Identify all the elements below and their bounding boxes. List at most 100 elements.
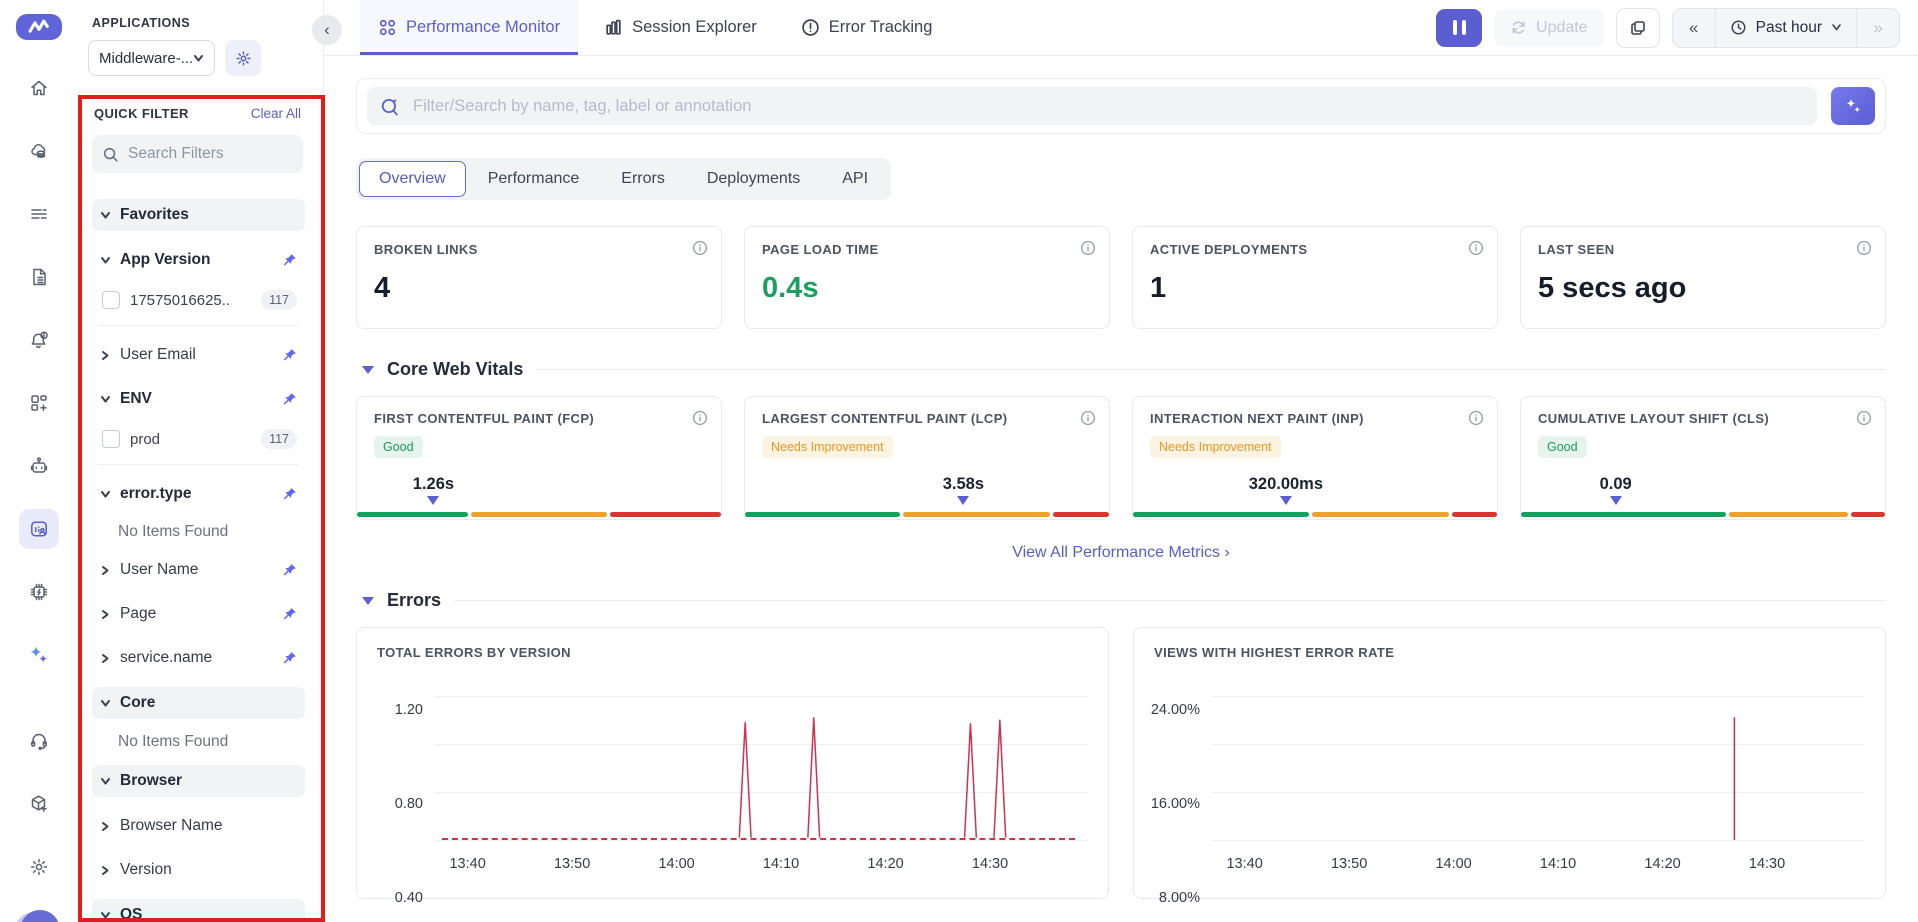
filter-section-version[interactable]: Version: [92, 855, 305, 885]
dashboards-icon[interactable]: [19, 383, 59, 423]
chart-plot[interactable]: [435, 682, 1088, 840]
alerts-icon[interactable]: [19, 320, 59, 360]
filter-section-page[interactable]: Page: [92, 599, 305, 629]
tab-label: Performance Monitor: [406, 18, 560, 37]
integrations-icon[interactable]: [19, 784, 59, 824]
filter-section-env[interactable]: ENV: [92, 384, 305, 414]
chart-views-with-highest-error-rate: VIEWS WITH HIGHEST ERROR RATE 24.00%16.0…: [1133, 627, 1886, 899]
checkbox[interactable]: [102, 291, 120, 309]
tab-performance-monitor[interactable]: Performance Monitor: [360, 0, 578, 55]
status-badge: Needs Improvement: [1150, 436, 1281, 458]
subtab-api[interactable]: API: [822, 161, 888, 197]
filter-section-error-type[interactable]: error.type: [92, 479, 305, 509]
chart-title: TOTAL ERRORS BY VERSION: [377, 645, 1088, 660]
sidebar-collapse-button[interactable]: ‹: [312, 15, 342, 45]
info-icon[interactable]: [1468, 410, 1484, 426]
pause-button[interactable]: [1436, 9, 1482, 47]
info-icon[interactable]: [1080, 410, 1096, 426]
update-button[interactable]: Update: [1494, 9, 1604, 47]
chart-line-svg: [1212, 682, 1865, 840]
subtab-overview[interactable]: Overview: [359, 161, 466, 197]
pin-icon[interactable]: [282, 487, 297, 502]
time-forward-button[interactable]: »: [1857, 9, 1899, 47]
checkbox[interactable]: [102, 430, 120, 448]
profile-avatar[interactable]: [18, 910, 60, 922]
bot-icon[interactable]: [19, 446, 59, 486]
filter-section-browser[interactable]: Browser: [92, 765, 305, 797]
rum-icon[interactable]: [19, 509, 59, 549]
info-icon[interactable]: [692, 240, 708, 256]
application-select[interactable]: Middleware-...: [88, 40, 215, 76]
y-axis: 1.200.800.400: [377, 682, 435, 878]
search-filters-input[interactable]: [128, 145, 268, 163]
processors-icon[interactable]: [19, 572, 59, 612]
filter-section-favorites[interactable]: Favorites: [92, 199, 305, 231]
ai-copilot-icon[interactable]: [19, 635, 59, 675]
info-icon[interactable]: [692, 410, 708, 426]
tab-error-tracking[interactable]: Error Tracking: [783, 0, 951, 55]
applications-label: APPLICATIONS: [92, 16, 307, 30]
collapse-triangle-icon[interactable]: [362, 366, 374, 374]
support-icon[interactable]: [19, 721, 59, 761]
x-tick-label: 14:20: [1644, 856, 1680, 872]
subtab-performance[interactable]: Performance: [468, 161, 600, 197]
subtab-deployments[interactable]: Deployments: [687, 161, 820, 197]
quick-filter-title: QUICK FILTER: [94, 106, 189, 121]
filter-search-input[interactable]: [413, 97, 1805, 116]
info-icon[interactable]: [1856, 240, 1872, 256]
info-icon[interactable]: [1468, 240, 1484, 256]
main-area: Performance Monitor Session Explorer Err…: [324, 0, 1918, 922]
vital-title: LARGEST CONTENTFUL PAINT (LCP): [745, 411, 1109, 426]
info-icon[interactable]: [1080, 240, 1096, 256]
pin-icon[interactable]: [282, 253, 297, 268]
infrastructure-icon[interactable]: [19, 131, 59, 171]
tab-session-explorer[interactable]: Session Explorer: [586, 0, 775, 55]
chevron-down-icon: [100, 698, 111, 709]
application-settings-gear-icon[interactable]: [225, 40, 261, 76]
vital-title: CUMULATIVE LAYOUT SHIFT (CLS): [1521, 411, 1885, 426]
x-tick-label: 13:50: [554, 856, 590, 872]
info-icon[interactable]: [1856, 410, 1872, 426]
logs-icon[interactable]: [19, 194, 59, 234]
x-tick-label: 13:40: [449, 856, 485, 872]
ai-assistant-button[interactable]: [1831, 87, 1875, 125]
x-tick-label: 14:10: [1540, 856, 1576, 872]
vital-card-fcp: FIRST CONTENTFUL PAINT (FCP) Good 1.26s: [356, 396, 722, 520]
clear-all-link[interactable]: Clear All: [251, 106, 301, 121]
metric-title: PAGE LOAD TIME: [762, 242, 1092, 257]
settings-icon[interactable]: [19, 847, 59, 887]
clock-icon: [1730, 19, 1747, 36]
view-all-performance-metrics-link[interactable]: View All Performance Metrics ›: [356, 544, 1886, 562]
filter-section-label: Browser Name: [120, 817, 297, 835]
pin-icon[interactable]: [282, 563, 297, 578]
filter-section-label: User Name: [120, 561, 273, 579]
chevron-right-icon: [100, 865, 111, 876]
filter-section-service-name[interactable]: service.name: [92, 643, 305, 673]
filter-section-app-version[interactable]: App Version: [92, 245, 305, 275]
chart-plot[interactable]: [1212, 682, 1865, 840]
subtab-errors[interactable]: Errors: [601, 161, 685, 197]
chart-spike: [739, 723, 751, 838]
filter-search-field[interactable]: [367, 87, 1817, 125]
pin-icon[interactable]: [282, 348, 297, 363]
gauge-marker-icon: [1280, 496, 1292, 505]
filter-section-os[interactable]: OS: [92, 899, 305, 922]
filter-section-core[interactable]: Core: [92, 687, 305, 719]
filter-section-user-name[interactable]: User Name: [92, 555, 305, 585]
reports-icon[interactable]: [19, 257, 59, 297]
middleware-logo[interactable]: [16, 14, 62, 40]
vital-gauge: [1521, 512, 1885, 517]
filter-search-box[interactable]: [92, 135, 303, 173]
filter-section-user-email[interactable]: User Email: [92, 340, 305, 370]
pin-icon[interactable]: [282, 607, 297, 622]
error-circle-icon: [801, 18, 820, 37]
pin-icon[interactable]: [282, 392, 297, 407]
copy-button[interactable]: [1616, 8, 1660, 48]
home-icon[interactable]: [19, 68, 59, 108]
pin-icon[interactable]: [282, 651, 297, 666]
time-range-select[interactable]: Past hour: [1715, 9, 1857, 47]
filter-section-browser-name[interactable]: Browser Name: [92, 811, 305, 841]
collapse-triangle-icon[interactable]: [362, 597, 374, 605]
filter-item-label: prod: [130, 431, 251, 448]
time-back-button[interactable]: «: [1673, 9, 1715, 47]
